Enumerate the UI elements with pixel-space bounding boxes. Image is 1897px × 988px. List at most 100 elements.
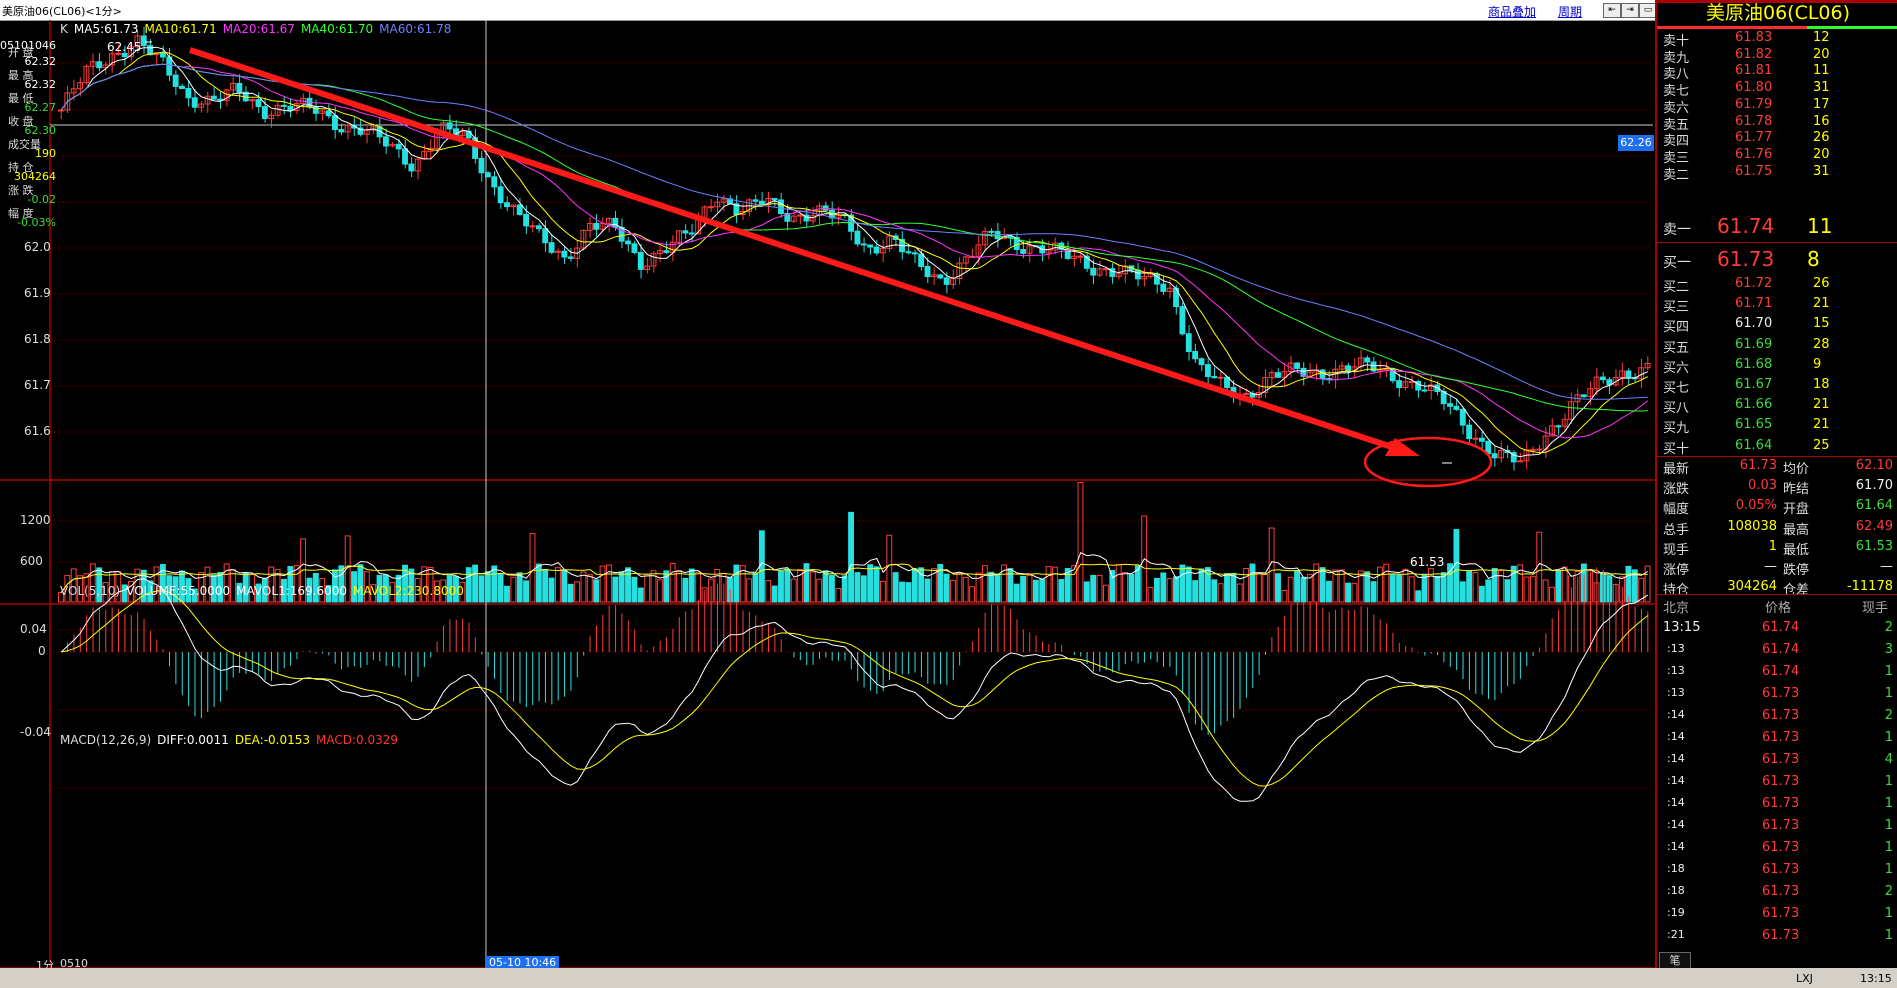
cursor-field-label: 最 高 bbox=[8, 69, 34, 82]
candle-body bbox=[1134, 269, 1141, 280]
stat-value: -11178 bbox=[1846, 579, 1893, 595]
volume-bar bbox=[1555, 570, 1562, 603]
candle-body bbox=[1498, 449, 1504, 459]
candle-body bbox=[179, 85, 185, 89]
stat-label: 最低 bbox=[1783, 542, 1810, 558]
stat-value: 1 bbox=[1768, 538, 1777, 554]
candle-body bbox=[650, 253, 657, 267]
volume-bar bbox=[223, 563, 230, 603]
x-start-label: 0510 bbox=[60, 957, 88, 970]
tick-price: 61.73 bbox=[1762, 928, 1800, 943]
cursor-field-label: 收 盘 bbox=[8, 115, 34, 128]
tick-volume: 1 bbox=[1884, 730, 1893, 745]
volume-bar bbox=[599, 565, 606, 603]
candle-body bbox=[172, 74, 179, 87]
candle-body bbox=[1517, 460, 1524, 463]
period-link[interactable]: 周期 bbox=[1558, 5, 1583, 19]
cursor-field-label: 成交量 bbox=[8, 138, 41, 151]
candle-body bbox=[905, 251, 912, 254]
volume-bar bbox=[580, 571, 587, 603]
volume-bar bbox=[1115, 564, 1122, 603]
candle-body bbox=[1300, 367, 1307, 377]
candle-body bbox=[567, 256, 574, 259]
tick-price: 61.74 bbox=[1762, 664, 1800, 679]
volume-bar bbox=[325, 585, 332, 603]
legend-item: MACD(12,26,9) bbox=[60, 733, 152, 747]
volume-tick-label: 600 bbox=[20, 554, 43, 568]
volume-bar bbox=[1262, 573, 1269, 603]
volume-bar bbox=[1134, 565, 1141, 603]
ask-level-qty: 12 bbox=[1813, 30, 1830, 45]
stat-label: 开盘 bbox=[1783, 502, 1810, 518]
tick-tab[interactable]: 笔 bbox=[1659, 952, 1691, 970]
volume-bar bbox=[1077, 482, 1084, 603]
volume-bar bbox=[924, 578, 931, 603]
volume-bar bbox=[70, 568, 77, 603]
volume-bar bbox=[1434, 575, 1441, 603]
volume-bar bbox=[1389, 574, 1396, 603]
candle-body bbox=[943, 277, 950, 285]
chart-grid bbox=[0, 20, 1655, 968]
volume-bar bbox=[1300, 576, 1307, 603]
tick-volume: 2 bbox=[1884, 620, 1893, 635]
candle-body bbox=[185, 87, 192, 99]
stat-value: 61.73 bbox=[1739, 458, 1777, 473]
candle-body bbox=[1262, 377, 1269, 393]
tick-price: 61.73 bbox=[1762, 686, 1800, 701]
candle-body bbox=[204, 95, 211, 105]
volume-bar bbox=[1523, 576, 1530, 603]
candle-body bbox=[1402, 381, 1409, 389]
stat-label: 涨跌 bbox=[1663, 482, 1690, 498]
candle-body bbox=[752, 199, 759, 202]
candle-body bbox=[1275, 372, 1281, 378]
candle-body bbox=[325, 110, 332, 117]
candle-body bbox=[497, 186, 504, 204]
bid-level-price: 61.65 bbox=[1735, 417, 1773, 433]
volume-bar bbox=[96, 567, 103, 603]
quote-panel: 美原油06(CL06) 卖十 61.83 12 卖九 61.82 20 卖八 61.81 11 卖… bbox=[1655, 0, 1897, 988]
candle-body bbox=[1415, 381, 1422, 391]
ticks-header-price: 价格 bbox=[1765, 601, 1792, 616]
candle-body bbox=[561, 250, 568, 258]
tick-price: 61.73 bbox=[1762, 884, 1800, 899]
candle-body bbox=[956, 262, 963, 280]
tick-time: :13 bbox=[1667, 642, 1685, 655]
zoom-in-icon[interactable]: ⇥ bbox=[1621, 3, 1639, 18]
volume-bar bbox=[1287, 576, 1294, 603]
volume-bar bbox=[421, 566, 428, 603]
candle-body bbox=[535, 225, 542, 230]
volume-bar bbox=[1364, 571, 1371, 603]
candle-body bbox=[89, 61, 96, 67]
volume-bar bbox=[1485, 579, 1492, 603]
chart-area[interactable] bbox=[0, 20, 1655, 968]
macd-legend: MACD(12,26,9) DIFF:0.0011 DEA:-0.0153 MACD:… bbox=[60, 733, 404, 747]
volume-bar bbox=[217, 571, 224, 603]
goods-overlay-link[interactable]: 商品叠加 bbox=[1488, 5, 1537, 19]
volume-bar bbox=[255, 583, 262, 603]
volume-bar bbox=[797, 568, 804, 603]
candle-body bbox=[1141, 276, 1148, 280]
volume-bar bbox=[1313, 563, 1320, 603]
price-tag: 62.26 bbox=[1618, 135, 1654, 151]
tick-time: :13 bbox=[1667, 664, 1685, 677]
zoom-out-icon[interactable]: ⇤ bbox=[1603, 3, 1621, 18]
high-label: 62.45 bbox=[107, 40, 142, 54]
bid-level-name: 买十 bbox=[1663, 441, 1690, 457]
volume-bar bbox=[1122, 572, 1128, 603]
tick-volume: 1 bbox=[1884, 906, 1893, 921]
volume-bar bbox=[338, 565, 345, 603]
candle-body bbox=[516, 204, 523, 215]
candle-body bbox=[159, 52, 166, 58]
volume-bar bbox=[593, 579, 600, 603]
candle-body bbox=[128, 46, 134, 58]
volume-bar bbox=[930, 568, 937, 603]
candle-body bbox=[408, 163, 415, 172]
candle-body bbox=[504, 202, 510, 208]
candle-body bbox=[1109, 268, 1116, 277]
cursor-field-label: 涨 跌 bbox=[8, 184, 34, 197]
volume-bar bbox=[446, 574, 453, 603]
candle-body bbox=[1020, 249, 1027, 254]
bid-level-qty: 15 bbox=[1813, 316, 1830, 332]
candle-body bbox=[1644, 362, 1651, 369]
volume-bar bbox=[1153, 577, 1160, 603]
